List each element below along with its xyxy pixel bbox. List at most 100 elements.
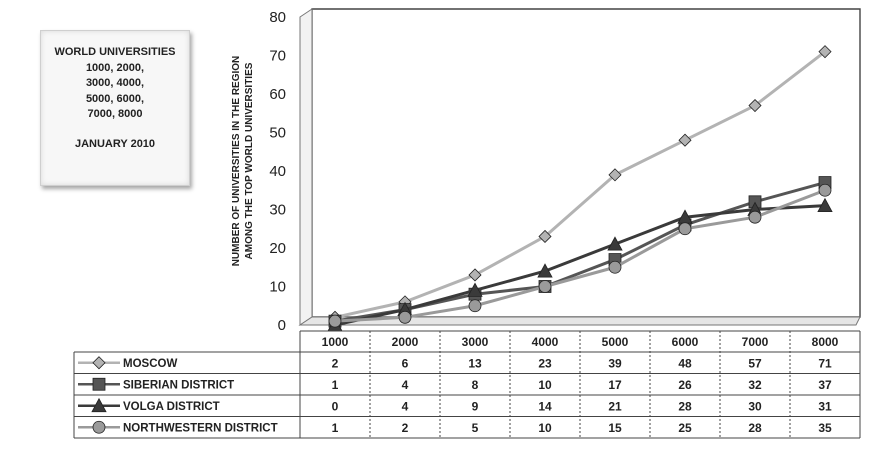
category-label: 4000 — [532, 335, 559, 349]
category-label: 7000 — [742, 335, 769, 349]
data-label: 17 — [608, 378, 622, 392]
data-point — [468, 268, 482, 282]
info-line: 7000, 8000 — [87, 108, 143, 120]
y-axis-label: AMONG THE TOP WORLD UNIVERSITIES — [244, 62, 255, 259]
data-point — [91, 397, 107, 413]
data-label: 14 — [538, 399, 552, 413]
data-point — [818, 45, 832, 59]
data-point — [468, 299, 482, 313]
y-tick-label: 10 — [269, 279, 286, 296]
data-label: 39 — [608, 356, 622, 370]
data-label: 30 — [748, 399, 762, 413]
category-label: 3000 — [462, 335, 489, 349]
plot-background — [298, 8, 861, 326]
y-tick-label: 40 — [269, 163, 286, 180]
data-point — [678, 222, 692, 236]
data-label: 21 — [608, 399, 622, 413]
y-tick-label: 0 — [278, 317, 286, 334]
data-label: 1 — [332, 421, 339, 435]
y-axis: 0 10 20 30 40 50 60 70 80 — [269, 9, 286, 334]
data-point — [678, 133, 692, 147]
data-label: 6 — [402, 356, 409, 370]
category-label: 6000 — [672, 335, 699, 349]
plot-side-wall — [299, 8, 313, 326]
legend-key — [78, 377, 120, 391]
y-tick-label: 30 — [269, 202, 286, 219]
plot-floor — [298, 316, 861, 326]
info-box: WORLD UNIVERSITIES 1000, 2000, 3000, 400… — [40, 30, 190, 186]
y-axis-label: NUMBER OF UNIVERSITIES IN THE REGION — [231, 56, 242, 267]
data-point — [817, 197, 833, 213]
info-line: WORLD UNIVERSITIES — [54, 46, 176, 58]
data-label: 32 — [748, 378, 762, 392]
data-label: 8 — [472, 378, 479, 392]
data-label: 26 — [678, 378, 692, 392]
data-label: 5 — [472, 421, 479, 435]
data-point — [538, 229, 552, 244]
data-label: 4 — [402, 378, 409, 392]
series-line — [334, 50, 826, 319]
category-label: 2000 — [392, 335, 419, 349]
data-point — [467, 282, 483, 297]
data-point — [818, 183, 832, 197]
data-point — [398, 310, 412, 324]
y-tick-label: 20 — [269, 240, 286, 257]
data-label: 9 — [472, 399, 479, 413]
data-label: 28 — [748, 421, 762, 435]
category-label: 5000 — [602, 335, 629, 349]
info-line: 1000, 2000, — [85, 61, 145, 74]
data-point — [608, 168, 622, 182]
data-label: 15 — [608, 421, 622, 435]
series-northwestern-district — [328, 183, 832, 328]
data-label: 28 — [678, 399, 692, 413]
data-point — [607, 236, 623, 251]
data-label: 57 — [748, 356, 762, 370]
legend-label: MOSCOW — [123, 358, 177, 370]
data-label: 48 — [678, 356, 692, 370]
info-line: 5000, 6000, — [85, 92, 145, 105]
data-point — [748, 98, 762, 113]
legend-key — [78, 356, 120, 370]
y-tick-label: 70 — [269, 48, 286, 65]
legend-label: SIBERIAN DISTRICT — [123, 379, 234, 391]
data-label: 71 — [818, 356, 832, 370]
y-tick-label: 80 — [269, 9, 286, 26]
data-label: 10 — [538, 421, 552, 435]
data-label: 35 — [818, 421, 832, 435]
info-line: 3000, 4000, — [85, 77, 145, 89]
category-label: 8000 — [812, 335, 839, 349]
data-point — [92, 377, 106, 391]
data-point — [92, 356, 106, 370]
data-point — [748, 210, 762, 224]
legend-label: VOLGA DISTRICT — [123, 401, 220, 413]
data-point — [608, 260, 622, 274]
data-point — [537, 263, 553, 278]
info-date: JANUARY 2010 — [74, 137, 156, 150]
category-label: 1000 — [322, 335, 349, 349]
data-label: 13 — [468, 356, 482, 370]
y-tick-label: 60 — [269, 86, 286, 103]
data-point — [538, 280, 552, 293]
series-lines — [327, 45, 833, 332]
data-point — [328, 314, 342, 328]
data-label: 37 — [818, 378, 832, 392]
legend-key — [78, 397, 120, 413]
data-label: 4 — [402, 399, 409, 413]
data-label: 1 — [332, 378, 339, 392]
series-line — [334, 204, 826, 327]
data-label: 2 — [402, 421, 409, 435]
data-label: 31 — [818, 399, 832, 413]
data-label: 23 — [538, 356, 552, 370]
data-point — [92, 420, 106, 434]
legend-key — [78, 420, 120, 434]
data-label: 10 — [538, 378, 552, 392]
series-line — [334, 188, 826, 323]
legend-label: NORTHWESTERN DISTRICT — [123, 422, 278, 434]
data-label: 0 — [332, 399, 339, 413]
data-label: 25 — [678, 421, 692, 435]
y-tick-label: 50 — [269, 125, 286, 142]
data-label: 2 — [332, 356, 339, 370]
